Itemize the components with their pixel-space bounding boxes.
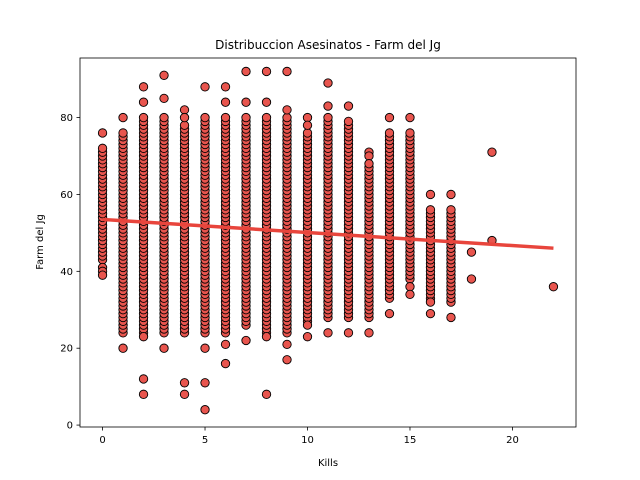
data-point <box>405 128 415 138</box>
data-point <box>261 332 272 342</box>
data-point <box>323 78 333 88</box>
plot-frame <box>79 57 577 428</box>
data-point <box>302 112 313 123</box>
data-point <box>179 389 190 399</box>
data-point <box>487 147 497 157</box>
data-point <box>282 66 292 77</box>
data-point <box>241 97 251 107</box>
data-point <box>343 116 354 127</box>
data-point <box>425 189 436 200</box>
y-axis-ticks: 0 20 40 60 80 <box>60 113 80 432</box>
data-point <box>179 105 190 115</box>
data-point <box>241 335 251 346</box>
data-point <box>138 97 149 107</box>
data-point <box>282 105 292 115</box>
data-point <box>282 339 292 350</box>
data-point <box>405 282 415 292</box>
data-point <box>323 112 333 123</box>
data-point <box>302 332 313 342</box>
data-point <box>384 112 395 123</box>
data-point <box>138 389 149 399</box>
data-point <box>200 343 210 353</box>
y-axis-label: Farm del Jg <box>35 214 46 270</box>
data-point <box>179 112 190 123</box>
data-point <box>241 66 251 77</box>
data-point <box>200 112 210 123</box>
data-point <box>466 274 477 284</box>
y-tick-label: 60 <box>60 190 73 201</box>
data-point <box>97 128 108 138</box>
data-point <box>343 328 354 338</box>
data-point <box>118 128 128 138</box>
y-tick-label: 40 <box>60 267 73 278</box>
data-point <box>425 308 436 319</box>
data-point <box>138 374 149 384</box>
data-point <box>302 120 313 130</box>
y-tick-label: 80 <box>60 113 73 124</box>
data-point <box>446 205 456 215</box>
data-point <box>364 328 374 338</box>
data-point <box>138 82 149 92</box>
data-point <box>159 112 169 123</box>
data-point <box>118 112 128 123</box>
data-point <box>446 312 456 323</box>
data-point <box>548 282 559 292</box>
data-point <box>179 378 190 388</box>
regression-line-layer <box>102 217 554 250</box>
data-point <box>384 128 395 138</box>
data-point <box>425 297 436 307</box>
data-point <box>302 128 313 138</box>
data-point <box>220 339 231 350</box>
data-point <box>97 270 108 280</box>
data-point <box>159 70 169 80</box>
data-point <box>220 97 231 107</box>
x-tick-label: 15 <box>404 435 417 446</box>
regression-line <box>102 217 554 250</box>
data-point <box>446 189 456 200</box>
data-point <box>425 205 436 215</box>
y-tick-label: 0 <box>67 421 73 432</box>
chart-title: Distribuccion Asesinatos - Farm del Jg <box>215 38 441 52</box>
data-point <box>364 151 374 161</box>
data-point <box>159 343 169 353</box>
data-point <box>282 355 292 365</box>
x-tick-label: 20 <box>506 435 519 446</box>
data-point <box>261 66 272 77</box>
x-tick-label: 0 <box>99 435 105 446</box>
data-point <box>261 112 272 123</box>
x-tick-label: 10 <box>301 435 314 446</box>
data-point <box>302 320 313 330</box>
data-point <box>323 101 333 111</box>
data-point <box>159 93 169 104</box>
points-layer <box>97 66 559 415</box>
data-point <box>200 378 210 388</box>
data-point <box>241 112 251 123</box>
data-point <box>405 112 415 123</box>
data-point <box>282 112 292 123</box>
data-point <box>220 358 231 369</box>
data-point <box>261 389 272 399</box>
data-point <box>405 289 415 300</box>
data-point <box>200 405 210 415</box>
data-point <box>343 101 354 111</box>
data-point <box>97 143 108 153</box>
x-axis-ticks: 0 5 10 15 20 <box>99 427 519 446</box>
data-point <box>384 308 395 319</box>
x-axis-label: Kills <box>318 458 338 469</box>
x-tick-label: 5 <box>202 435 208 446</box>
data-point <box>261 97 272 107</box>
y-tick-label: 20 <box>60 344 73 355</box>
data-point <box>200 82 210 92</box>
data-point <box>220 82 231 92</box>
data-point <box>220 112 231 123</box>
data-point <box>179 120 190 130</box>
data-point <box>118 343 128 353</box>
data-point <box>466 247 477 257</box>
data-point <box>323 328 333 338</box>
data-point <box>138 332 149 342</box>
data-point <box>138 112 149 123</box>
data-point <box>364 159 374 169</box>
